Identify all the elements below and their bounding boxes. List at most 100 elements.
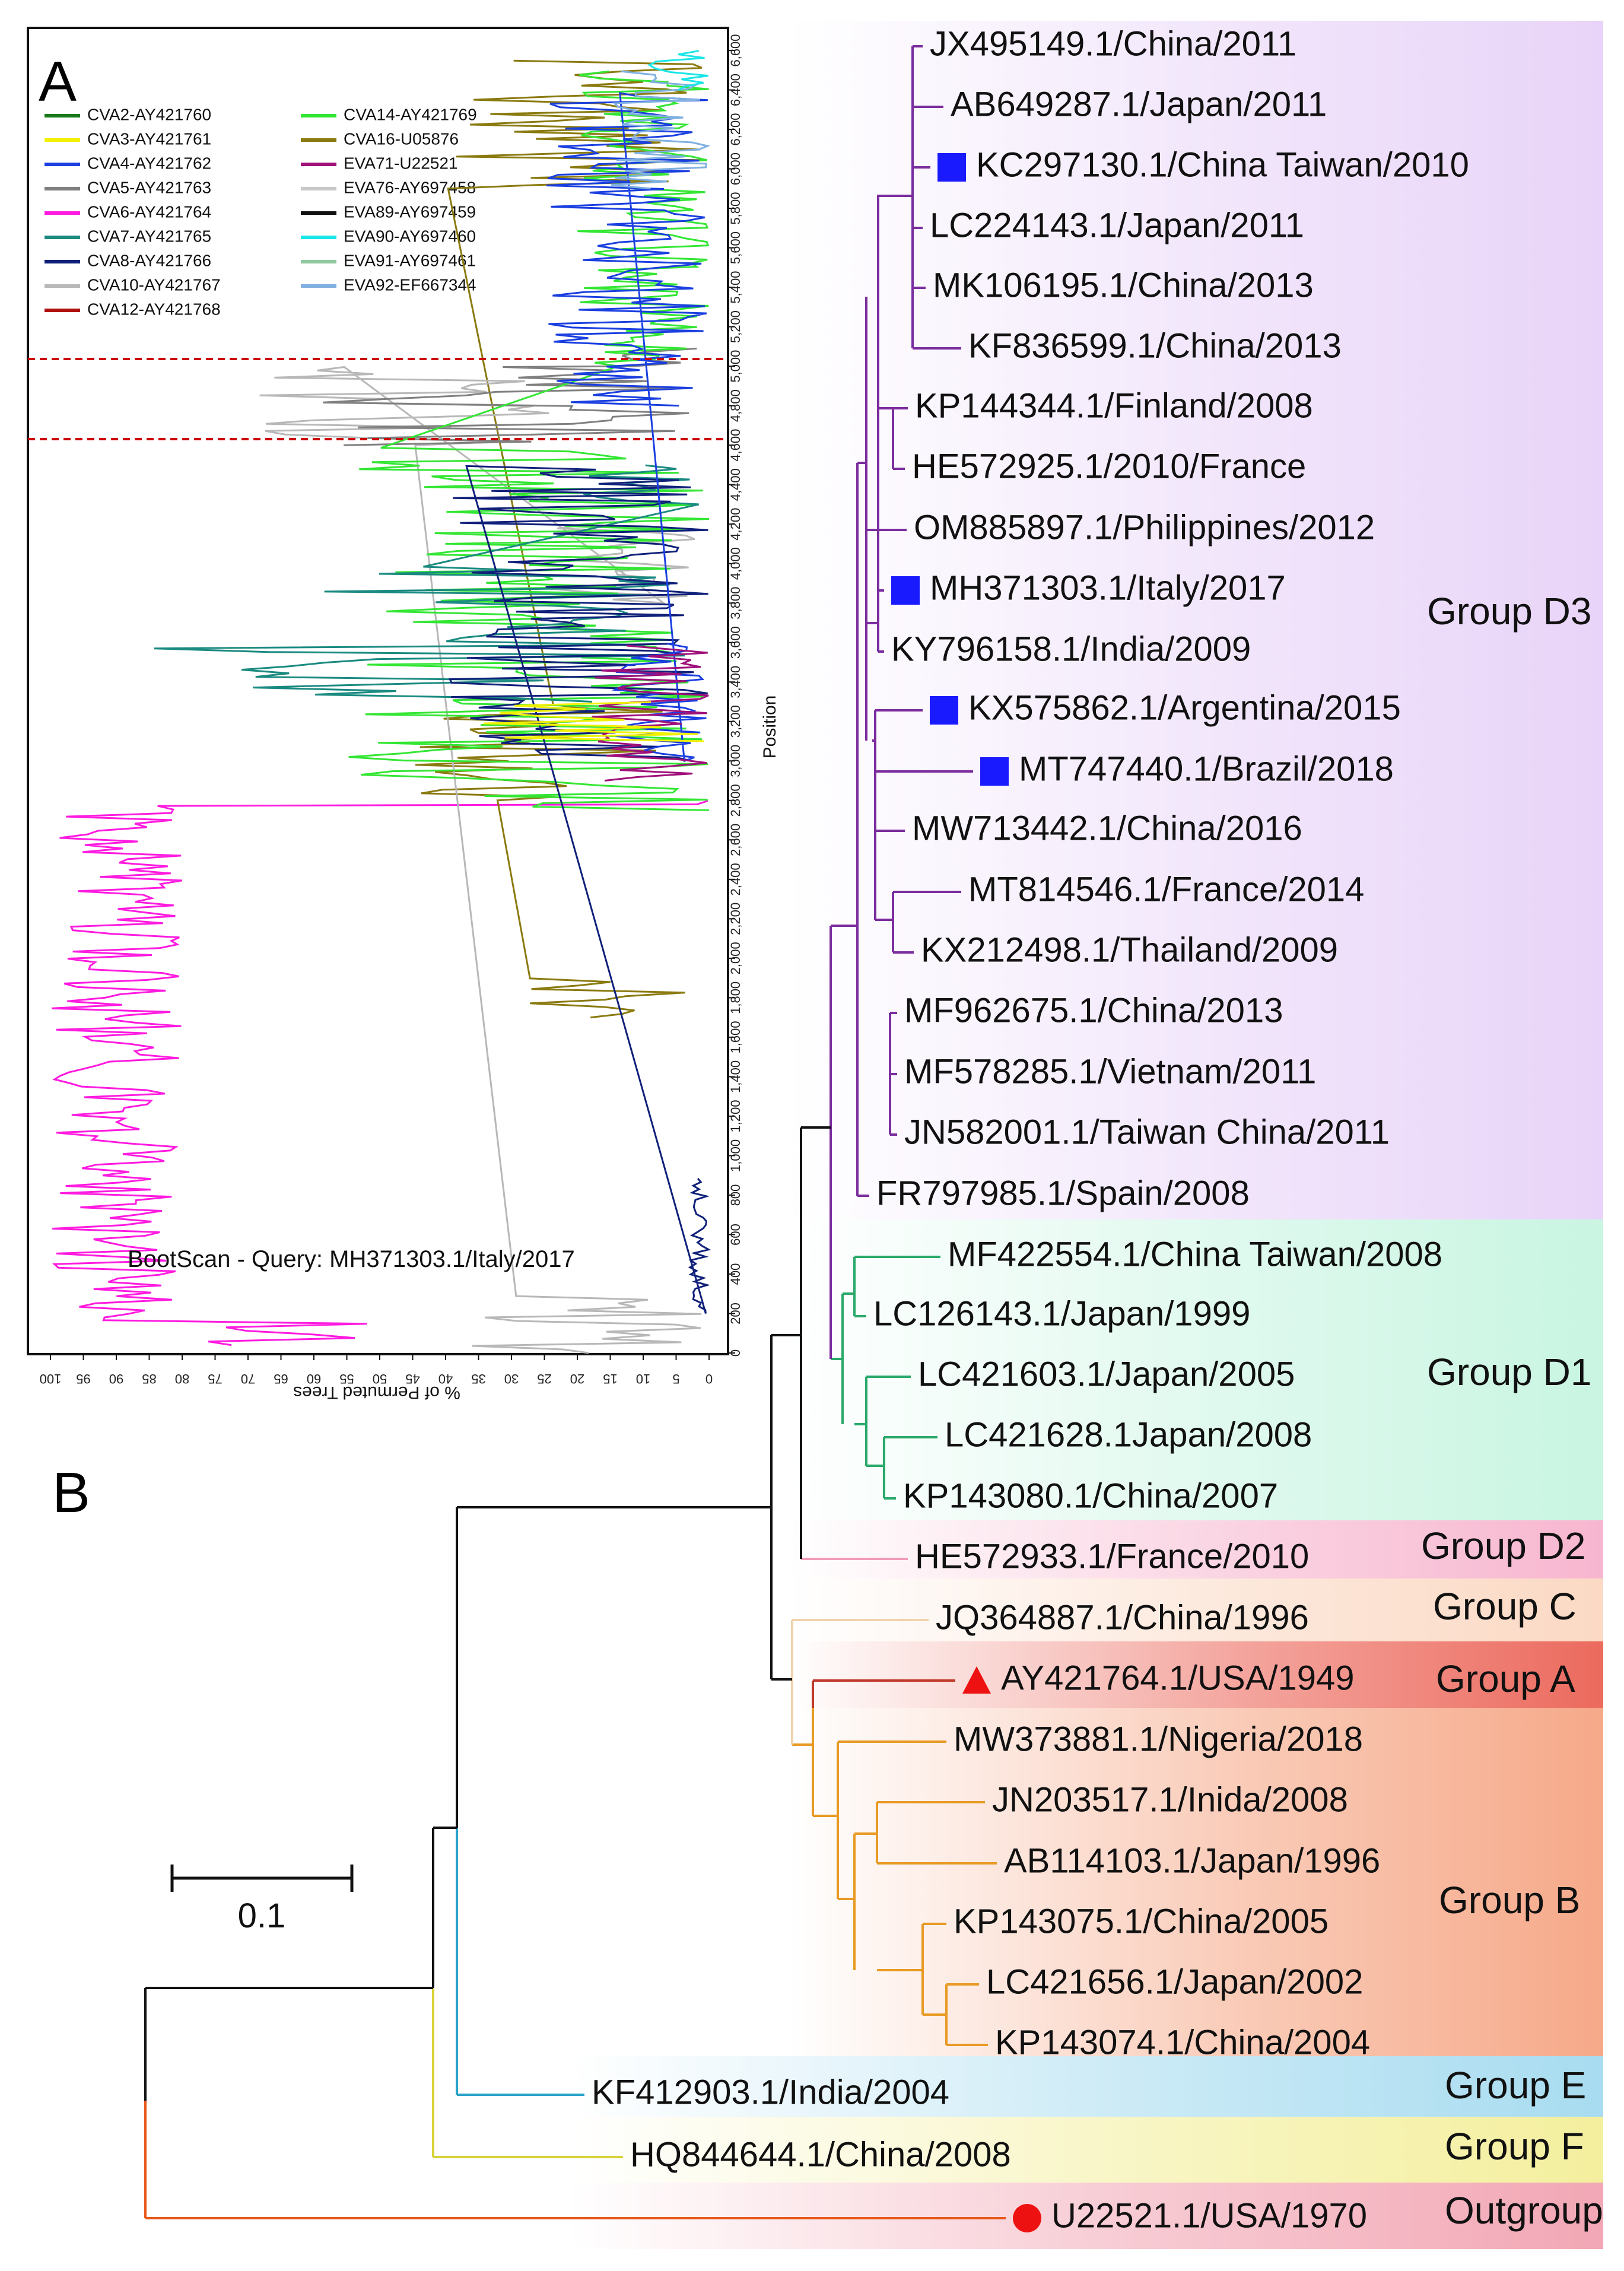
branch-root [144, 1987, 433, 2101]
leaf-label-mw3: MW373881.1/Nigeria/2018 [954, 1720, 1363, 1758]
legend-label-7: CVA10-AY421767 [87, 275, 221, 294]
leaf-label-jx: JX495149.1/China/2011 [930, 24, 1296, 63]
y-tick-label-24: 4,800 [728, 389, 743, 422]
y-tick-label-14: 2,800 [728, 784, 743, 817]
group-label-b: Group B [1439, 1879, 1580, 1921]
legend-label-2: CVA4-AY421762 [87, 154, 211, 172]
band-d1 [789, 1219, 1603, 1520]
x-tick-label-4: 80 [175, 1371, 189, 1386]
curve-eva90 [647, 50, 708, 91]
node-15 [792, 1708, 838, 1817]
leaf-label-mt8: MT814546.1/France/2014 [968, 870, 1364, 909]
leaf-label-fr7: FR797985.1/Spain/2008 [876, 1174, 1250, 1212]
x-tick-label-15: 25 [537, 1371, 551, 1386]
node-6 [872, 710, 876, 920]
x-tick-label-0: 100 [40, 1371, 62, 1386]
leaf-label-mk1: MK106195.1/China/2013 [933, 266, 1314, 304]
leaf-label-u22: U22521.1/USA/1970 [1051, 2196, 1367, 2235]
legend-label-14: EVA90-AY697460 [344, 227, 476, 245]
node-11 [800, 1126, 831, 1559]
legend-label-4: CVA6-AY421764 [87, 202, 211, 221]
leaf-label-mh3: MH371303.1/Italy/2017 [930, 568, 1286, 607]
x-tick-label-3: 85 [142, 1371, 156, 1386]
curve-cva6 [52, 800, 708, 1346]
y-tick-label-19: 3,800 [728, 587, 743, 620]
group-label-c: Group C [1433, 1585, 1577, 1628]
y-axis-title: Position [760, 695, 780, 759]
leaf-label-om8: OM885897.1/Philippines/2012 [914, 508, 1375, 547]
y-tick-label-4: 800 [728, 1184, 743, 1206]
leaf-label-mf9: MF962675.1/China/2013 [904, 991, 1283, 1030]
leaf-label-ay4: AY421764.1/USA/1949 [1001, 1659, 1355, 1697]
band-c [789, 1578, 1603, 1641]
y-tick-label-11: 2,200 [728, 903, 743, 935]
y-tick-label-6: 1,200 [728, 1100, 743, 1132]
marker-square-mt7 [980, 757, 1009, 786]
legend-label-11: EVA71-U22521 [344, 154, 458, 172]
marker-square-kc2 [937, 153, 966, 182]
x-tick-label-16: 20 [570, 1371, 584, 1386]
leaf-label-kf8: KF836599.1/China/2013 [968, 326, 1342, 365]
x-axis-title: % of Permuted Trees [293, 1383, 460, 1402]
node-2 [877, 195, 913, 652]
y-tick-label-20: 4,000 [728, 547, 743, 580]
leaf-label-ab6: AB649287.1/Japan/2011 [951, 85, 1327, 123]
curve-cva3 [483, 701, 704, 742]
y-tick-label-13: 2,600 [728, 824, 743, 856]
x-tick-label-1: 95 [76, 1371, 90, 1386]
x-tick-label-5: 75 [208, 1371, 222, 1386]
y-tick-label-7: 1,400 [728, 1060, 743, 1093]
x-tick-label-13: 35 [471, 1371, 485, 1386]
group-label-d3: Group D3 [1427, 590, 1591, 633]
legend-label-5: CVA7-AY421765 [87, 227, 211, 245]
y-tick-label-25: 5,000 [728, 350, 743, 383]
x-tick-label-6: 70 [241, 1371, 255, 1386]
y-tick-label-32: 6,400 [728, 74, 743, 106]
y-tick-label-3: 600 [728, 1224, 743, 1246]
node-7 [857, 297, 867, 741]
bootscan-plot: A CVA2-AY421760 CVA3-AY421761 CVA4-AY42176… [27, 27, 780, 1402]
curve-cva8 [448, 465, 711, 1314]
legend-label-1: CVA3-AY421761 [87, 129, 211, 148]
leaf-label-mw7: MW713442.1/China/2016 [912, 809, 1302, 847]
band-b [789, 1708, 1603, 2056]
leaf-label-kp5: KP143075.1/China/2005 [954, 1902, 1329, 1940]
curve-eva92 [611, 70, 711, 190]
leaf-label-jq3: JQ364887.1/China/1996 [936, 1598, 1309, 1637]
leaf-label-he5: HE572925.1/2010/France [912, 447, 1306, 485]
x-tick-label-12: 40 [438, 1371, 453, 1386]
leaf-label-lc6: LC421656.1/Japan/2002 [986, 1962, 1363, 2001]
y-tick-label-16: 3,200 [728, 705, 743, 738]
scale-bar: 0.1 [170, 1865, 354, 1935]
y-tick-label-27: 5,400 [728, 271, 743, 304]
leaf-label-ky7: KY796158.1/India/2009 [891, 630, 1251, 668]
y-tick-label-31: 6,200 [728, 113, 743, 145]
leaf-label-lc2: LC224143.1/Japan/2011 [930, 206, 1304, 244]
legend-label-16: EVA92-EF667344 [344, 275, 476, 294]
node-5 [875, 919, 891, 1135]
legend-label-15: EVA91-AY697461 [344, 251, 476, 269]
leaf-label-jn2: JN203517.1/Inida/2008 [992, 1780, 1348, 1819]
panel-a-letter: A [39, 50, 77, 113]
leaf-label-kx2: KX212498.1/Thailand/2009 [921, 930, 1338, 969]
leaf-label-mt7: MT747440.1/Brazil/2018 [1019, 749, 1394, 788]
x-tick-label-11: 45 [405, 1371, 419, 1386]
panel-b-letter: B [52, 1461, 90, 1524]
x-tick-label-18: 10 [636, 1371, 650, 1386]
curve-eva71 [592, 644, 709, 782]
y-tick-label-30: 6,000 [728, 153, 743, 185]
y-tick-label-17: 3,400 [728, 666, 743, 698]
leaf-label-mf5: MF578285.1/Vietnam/2011 [904, 1052, 1316, 1091]
leaf-label-jn5: JN582001.1/Taiwan China/2011 [904, 1113, 1390, 1151]
node-4 [890, 892, 894, 952]
x-tick-label-20: 0 [705, 1371, 713, 1386]
marker-triangle-ay4 [962, 1666, 991, 1694]
leaf-label-lc1: LC126143.1/Japan/1999 [873, 1294, 1250, 1333]
legend-label-8: CVA12-AY421768 [87, 300, 221, 318]
x-tick-label-2: 90 [109, 1371, 123, 1386]
x-tick-label-10: 50 [373, 1371, 387, 1386]
leaf-label-he3: HE572933.1/France/2010 [915, 1537, 1309, 1576]
leaf-label-lc4a: LC421603.1/Japan/2005 [918, 1355, 1295, 1393]
band-f [570, 2117, 1603, 2183]
x-tick-label-19: 5 [672, 1371, 679, 1386]
